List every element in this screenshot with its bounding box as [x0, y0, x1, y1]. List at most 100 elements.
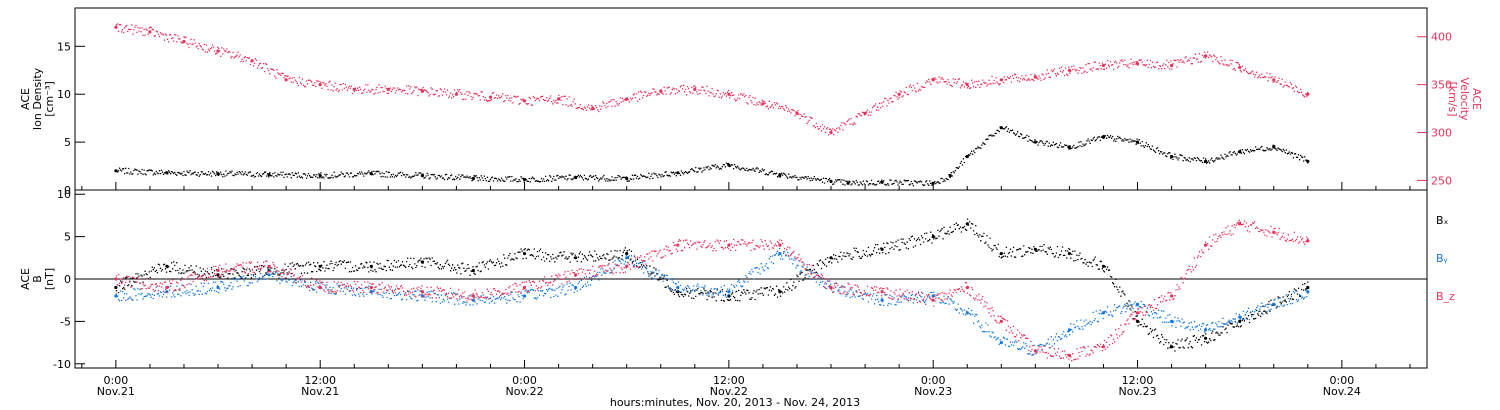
bz-point — [1238, 222, 1242, 226]
bz-point — [369, 285, 373, 290]
by-point — [267, 273, 271, 277]
x-tick-label-date: Nov.21 — [97, 385, 135, 398]
velocity-axis-label-line2: Velocity — [1458, 77, 1471, 121]
y-tick-label: 350 — [1431, 79, 1452, 92]
bx-point — [1135, 319, 1140, 323]
by-point — [114, 294, 118, 298]
velocity-axis-label-line3: [km/s] — [1446, 81, 1459, 116]
velocity-point — [1135, 62, 1140, 66]
top-panel-frame — [74, 7, 1428, 191]
velocity-point — [488, 95, 493, 99]
density-axis-label-line3: [cm⁻³] — [43, 81, 56, 117]
by-point — [676, 285, 680, 290]
velocity-point — [829, 130, 833, 135]
by-point — [1238, 315, 1242, 319]
velocity-point — [114, 25, 118, 29]
y-tick-label: 0 — [64, 273, 71, 286]
velocity-axis-label-line1: ACE — [1470, 88, 1483, 110]
by-point — [727, 290, 731, 294]
top-plot-area — [114, 23, 1310, 187]
bz-point — [1101, 345, 1106, 349]
y-tick-label: 400 — [1431, 31, 1452, 44]
density-axis-ticks: 0 5 10 15 — [57, 40, 85, 197]
x-tick-label-time: 12:00 — [713, 374, 745, 387]
bx-point — [318, 264, 322, 268]
top-panel: 0 5 10 15 250 300 350 400 ACE Ion Density [cm⁻… — [19, 7, 1483, 197]
bx-point — [1101, 264, 1106, 268]
density-axis-label-line2: Ion Density — [31, 67, 44, 130]
x-tick-label-time: 12:00 — [304, 374, 336, 387]
by-point — [1204, 328, 1208, 332]
density-point — [318, 174, 322, 178]
x-tick-label-time: 0:00 — [1330, 374, 1355, 387]
bottom-plot-area — [114, 218, 1310, 362]
bz-point — [676, 243, 680, 247]
bx-point — [522, 252, 527, 256]
x-tick-label-time: 12:00 — [1122, 374, 1154, 387]
bz-point — [420, 290, 424, 294]
by-point — [1306, 290, 1310, 294]
y-tick-label: 5 — [64, 231, 71, 244]
velocity-point — [897, 92, 901, 96]
x-tick-label-date: Nov.23 — [914, 385, 952, 398]
x-axis-title: hours:minutes, Nov. 20, 2013 - Nov. 24, … — [610, 396, 860, 409]
bz-point — [880, 290, 884, 294]
x-tick-label-date: Nov.22 — [710, 385, 748, 398]
bx-point — [114, 285, 118, 290]
bz-point — [471, 294, 475, 298]
y-tick-label: 250 — [1431, 174, 1452, 187]
density-point — [1067, 145, 1071, 149]
velocity-trace — [115, 23, 1309, 136]
b-axis-label-line2: B — [31, 275, 44, 283]
x-tick-label-time: 0:00 — [921, 374, 946, 387]
bx-point — [1204, 336, 1208, 340]
x-tick-label-time: 0:00 — [512, 374, 537, 387]
by-point — [625, 256, 629, 260]
x-tick-label-time: 0:00 — [104, 374, 129, 387]
bz-point — [999, 319, 1003, 323]
velocity-point — [216, 49, 220, 53]
legend-bz: B_z — [1436, 290, 1455, 303]
x-tick-label-date: Nov.21 — [301, 385, 339, 398]
y-tick-label: -10 — [53, 358, 71, 371]
b-axis-label-line3: [nT] — [43, 268, 56, 290]
bz-point — [574, 273, 578, 277]
legend-bx: Bₓ — [1436, 214, 1449, 227]
velocity-point — [1272, 78, 1276, 82]
velocity-point — [148, 30, 152, 34]
bottom-panel: -10 -5 0 5 10 ACE B [nT] Bₓ Bᵧ B_z — [19, 188, 1455, 371]
velocity-point — [727, 92, 731, 96]
y-tick-label: 10 — [57, 88, 71, 101]
x-tick-label-date: Nov.22 — [505, 385, 543, 398]
y-tick-label: 10 — [57, 188, 71, 201]
y-tick-label: 300 — [1431, 127, 1452, 140]
velocity-point — [1238, 65, 1242, 69]
bz-point — [1306, 239, 1310, 243]
x-axis: 0:00Nov.2112:00Nov.210:00Nov.2212:00Nov.… — [81, 182, 1411, 398]
b-axis-ticks: -10 -5 0 5 10 — [53, 188, 85, 371]
velocity-point — [386, 87, 390, 91]
velocity-point — [284, 78, 288, 82]
bz-trace — [115, 219, 1309, 362]
velocity-point — [693, 87, 697, 91]
y-tick-label: 0 — [64, 184, 71, 197]
bz-point — [114, 277, 118, 281]
by-point — [216, 285, 220, 290]
by-point — [1067, 328, 1071, 332]
velocity-point — [1170, 63, 1174, 68]
y-tick-label: -5 — [60, 315, 71, 328]
bx-trace — [115, 218, 1309, 352]
by-point — [778, 252, 782, 256]
bx-point — [778, 290, 782, 294]
y-tick-label: 5 — [64, 136, 71, 149]
velocity-point — [761, 102, 765, 106]
bz-point — [267, 264, 271, 268]
bx-point — [1306, 285, 1310, 290]
bz-point — [216, 268, 220, 273]
legend-by: Bᵧ — [1436, 252, 1448, 265]
y-tick-label: 15 — [57, 40, 71, 53]
velocity-point — [965, 83, 969, 87]
density-axis-label-line1: ACE — [19, 88, 32, 110]
velocity-point — [1101, 63, 1106, 68]
